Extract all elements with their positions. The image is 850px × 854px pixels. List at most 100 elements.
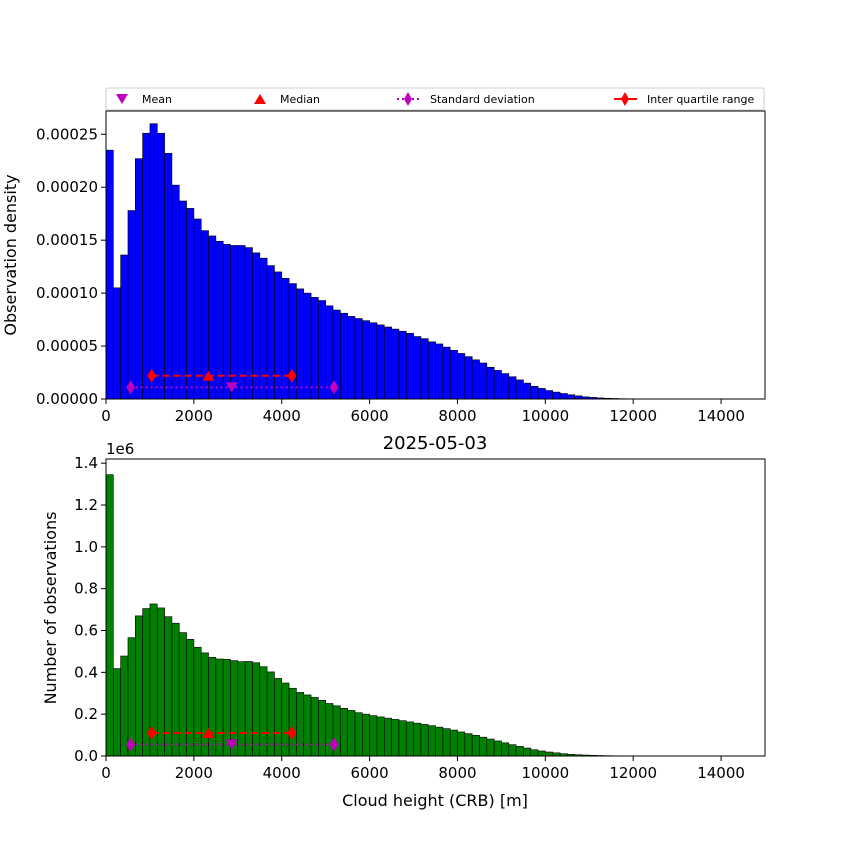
top-bar bbox=[392, 329, 399, 399]
bottom-bar bbox=[201, 653, 208, 756]
top-bar bbox=[311, 297, 318, 399]
legend-iqr-label: Inter quartile range bbox=[647, 93, 754, 106]
bottom-bar bbox=[209, 657, 216, 756]
bottom-x-tick-label: 2000 bbox=[175, 764, 213, 782]
top-x-tick-label: 6000 bbox=[351, 407, 389, 425]
top-bar bbox=[465, 357, 472, 399]
bottom-bar bbox=[421, 724, 428, 756]
top-bar bbox=[428, 342, 435, 399]
bottom-bar bbox=[355, 713, 362, 756]
bottom-x-tick-label: 8000 bbox=[438, 764, 476, 782]
top-bar bbox=[179, 201, 186, 399]
bottom-bar bbox=[194, 647, 201, 756]
bottom-y-tick-label: 0.8 bbox=[74, 580, 98, 598]
bottom-bar bbox=[399, 721, 406, 756]
bottom-bar bbox=[296, 692, 303, 756]
top-bar bbox=[472, 360, 479, 399]
bottom-bar bbox=[187, 639, 194, 756]
bottom-bar bbox=[245, 661, 252, 756]
bottom-bar bbox=[509, 745, 516, 756]
bottom-bar bbox=[370, 716, 377, 756]
top-bar bbox=[274, 272, 281, 399]
bottom-bar bbox=[179, 633, 186, 756]
bottom-chart-title: 2025-05-03 bbox=[383, 433, 488, 454]
top-x-tick-label: 12000 bbox=[609, 407, 657, 425]
bottom-bar bbox=[465, 734, 472, 756]
bottom-y-tick-label: 0.0 bbox=[74, 747, 98, 765]
bottom-y-offset-label: 1e6 bbox=[106, 440, 134, 458]
top-bar bbox=[421, 339, 428, 399]
bottom-bar bbox=[531, 750, 538, 756]
top-bar bbox=[523, 383, 530, 399]
bottom-bar bbox=[260, 667, 267, 756]
bottom-bars bbox=[106, 475, 692, 756]
top-bar bbox=[509, 377, 516, 399]
bottom-y-tick-label: 0.6 bbox=[74, 622, 98, 640]
bottom-bar bbox=[113, 669, 120, 756]
bottom-bar bbox=[472, 735, 479, 756]
bottom-bar bbox=[318, 700, 325, 756]
top-x-tick-label: 2000 bbox=[175, 407, 213, 425]
top-x-tick-label: 8000 bbox=[438, 407, 476, 425]
top-bar bbox=[304, 293, 311, 399]
top-bar bbox=[545, 391, 552, 399]
bottom-bar bbox=[428, 726, 435, 756]
bottom-bar bbox=[252, 663, 259, 756]
top-bar bbox=[318, 301, 325, 399]
bottom-y-axis-label: Number of observations bbox=[41, 512, 60, 705]
top-x-tick-label: 10000 bbox=[521, 407, 569, 425]
bottom-bar bbox=[443, 729, 450, 756]
legend-mean-label: Mean bbox=[142, 93, 172, 106]
top-y-tick-label: 0.00000 bbox=[36, 390, 98, 408]
bottom-bar bbox=[135, 616, 142, 756]
bottom-bar bbox=[480, 737, 487, 756]
bottom-x-axis-label: Cloud height (CRB) [m] bbox=[342, 791, 528, 810]
top-bar bbox=[531, 386, 538, 399]
legend-std-label: Standard deviation bbox=[430, 93, 535, 106]
top-bar bbox=[128, 211, 135, 399]
bottom-bar bbox=[282, 683, 289, 756]
bottom-bar bbox=[436, 727, 443, 756]
top-bar bbox=[414, 337, 421, 399]
top-bar bbox=[377, 325, 384, 399]
bottom-y-tick-label: 1.4 bbox=[74, 454, 98, 472]
bottom-bar bbox=[340, 708, 347, 756]
bottom-bar bbox=[501, 743, 508, 756]
top-bar bbox=[370, 323, 377, 399]
bottom-bar bbox=[392, 719, 399, 756]
bottom-bar bbox=[545, 752, 552, 756]
top-bar bbox=[362, 321, 369, 399]
top-bar bbox=[194, 219, 201, 399]
top-bar bbox=[494, 370, 501, 399]
top-bar bbox=[348, 316, 355, 399]
bottom-bar bbox=[311, 697, 318, 756]
top-bar bbox=[538, 388, 545, 399]
bottom-x-tick-label: 14000 bbox=[697, 764, 745, 782]
bottom-bar bbox=[267, 672, 274, 756]
bottom-bar bbox=[165, 617, 172, 756]
bottom-bar bbox=[121, 656, 128, 756]
top-bar bbox=[567, 395, 574, 399]
top-bar bbox=[172, 185, 179, 399]
top-bar bbox=[560, 393, 567, 399]
top-y-tick-label: 0.00020 bbox=[36, 178, 98, 196]
top-bar bbox=[252, 253, 259, 399]
top-bar bbox=[458, 353, 465, 399]
bottom-bar bbox=[516, 746, 523, 756]
bottom-bar bbox=[106, 475, 113, 756]
top-x-tick-label: 4000 bbox=[263, 407, 301, 425]
top-bar bbox=[443, 347, 450, 399]
bottom-x-tick-label: 10000 bbox=[521, 764, 569, 782]
bottom-bar bbox=[172, 623, 179, 756]
bottom-bar bbox=[494, 741, 501, 756]
top-bar bbox=[436, 344, 443, 399]
bottom-bar bbox=[487, 739, 494, 756]
legend: Mean Median Standard deviation Inter qua… bbox=[106, 88, 764, 110]
top-bar bbox=[157, 133, 164, 399]
top-bar bbox=[480, 363, 487, 399]
bottom-bar bbox=[458, 732, 465, 756]
top-bar bbox=[296, 289, 303, 399]
